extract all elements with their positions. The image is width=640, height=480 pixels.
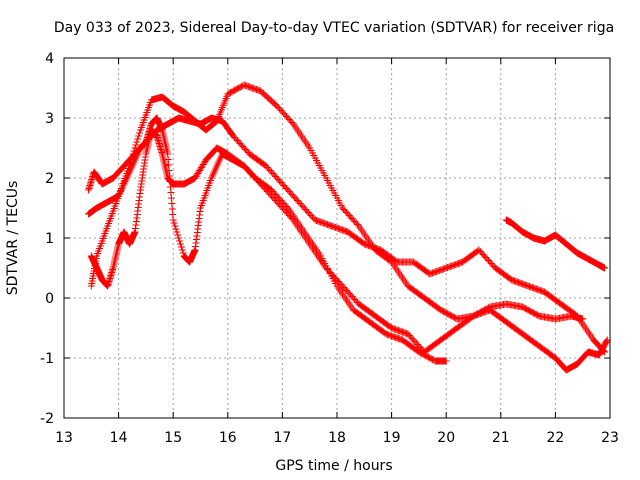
x-tick-label: 23 [601,430,619,446]
data-point [135,132,143,140]
x-tick-label: 22 [546,430,564,446]
data-point [193,171,201,179]
data-point [198,162,206,170]
y-tick-label: 0 [45,291,54,307]
data-point [197,165,204,173]
data-point [169,216,177,224]
x-tick-label: 13 [55,430,73,446]
y-tick-label: 2 [45,171,54,187]
data-point [601,264,609,272]
data-point [133,138,141,146]
data-point [174,231,182,239]
series-track-d [87,126,611,374]
data-point [176,240,184,248]
data-point [191,174,199,182]
data-point [211,119,219,126]
data-point [170,219,178,227]
x-tick-label: 15 [164,430,182,446]
data-point [132,141,140,149]
data-point [197,164,205,171]
x-tick-label: 19 [383,430,401,446]
y-tick-label: -1 [40,351,54,367]
x-tick-label: 16 [219,430,237,446]
y-tick-label: 4 [45,51,54,67]
data-point [194,170,202,177]
data-point [199,161,207,168]
data-point [212,118,220,126]
data-point [134,135,142,143]
data-point [177,243,185,251]
y-tick-label: 1 [45,231,54,247]
x-tick-label: 17 [273,430,291,446]
y-tick-label: -2 [40,411,54,427]
series-track-b [85,81,587,323]
data-point [176,237,184,245]
data-point [172,225,180,233]
x-tick-label: 21 [492,430,510,446]
x-tick-label: 20 [437,430,455,446]
data-point [179,249,187,257]
data-point [442,357,450,365]
y-axis-label: SDTVAR / TECUs [5,181,21,296]
data-point [130,147,138,155]
x-axis-label: GPS time / hours [275,458,392,474]
x-tick-label: 14 [110,430,128,446]
data-point [136,129,144,137]
data-point [196,167,204,174]
series-track-e [502,216,609,272]
data-point [195,168,203,176]
data-point [192,173,200,180]
x-tick-label: 18 [328,430,346,446]
data-point [603,337,611,345]
data-point [200,159,208,167]
data-point [178,246,186,254]
data-point [579,315,587,323]
data-layer [85,81,611,374]
y-tick-label: 3 [45,111,54,127]
data-point [173,228,181,236]
data-point [175,234,183,242]
data-point [171,222,179,230]
chart-title: Day 033 of 2023, Sidereal Day-to-day VTE… [54,20,614,36]
